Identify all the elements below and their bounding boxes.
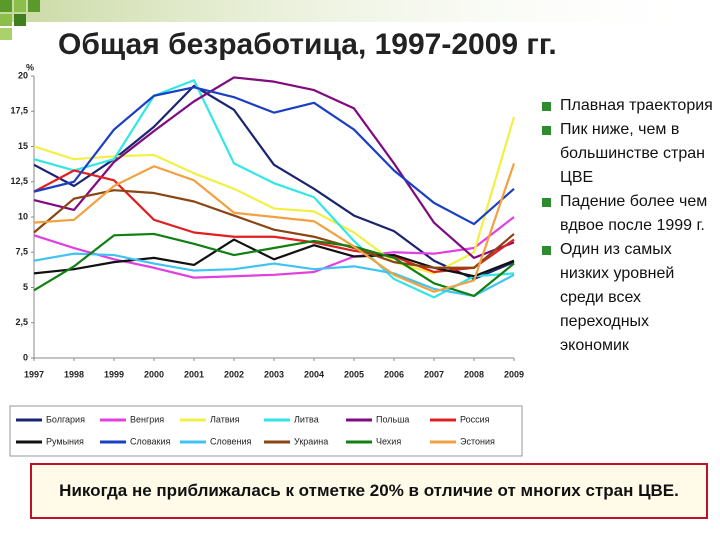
series-line xyxy=(33,116,516,275)
legend-label: Латвия xyxy=(210,414,240,424)
legend-label: Россия xyxy=(460,414,490,424)
x-tick-label: 2006 xyxy=(384,369,404,379)
x-tick-label: 2005 xyxy=(344,369,364,379)
y-tick-label: 20 xyxy=(18,70,28,80)
y-tick-label: 7,5 xyxy=(15,247,28,257)
legend-label: Болгария xyxy=(46,414,85,424)
slide-title: Общая безработица, 1997-2009 гг. xyxy=(58,28,557,61)
x-tick-label: 1997 xyxy=(24,369,44,379)
footer-note: Никогда не приближалась к отметке 20% в … xyxy=(30,463,708,519)
bullet: Один из самых низких уровней среди всех … xyxy=(540,238,716,358)
decoration xyxy=(0,0,40,40)
x-tick-label: 1998 xyxy=(64,369,84,379)
series-line xyxy=(33,232,515,298)
series-line xyxy=(33,79,515,299)
bullet: Пик ниже, чем в большинстве стран ЦВЕ xyxy=(540,118,716,190)
legend-label: Литва xyxy=(294,414,319,424)
y-tick-label: 2,5 xyxy=(15,317,28,327)
x-tick-label: 2008 xyxy=(464,369,484,379)
y-tick-label: 15 xyxy=(18,141,28,151)
series-line xyxy=(33,76,515,259)
x-tick-label: 2007 xyxy=(424,369,444,379)
y-axis-label: % xyxy=(26,62,34,72)
series-line xyxy=(33,86,515,226)
series-line xyxy=(33,216,515,279)
header-band xyxy=(0,0,720,22)
legend-label: Словакия xyxy=(130,436,171,446)
legend-label: Польша xyxy=(376,414,409,424)
x-tick-label: 2001 xyxy=(184,369,204,379)
x-tick-label: 2000 xyxy=(144,369,164,379)
x-tick-label: 2003 xyxy=(264,369,284,379)
legend-label: Венгрия xyxy=(130,414,164,424)
series-line xyxy=(33,169,515,274)
legend-label: Румыния xyxy=(46,436,84,446)
legend-label: Чехия xyxy=(376,436,401,446)
series-line xyxy=(33,163,516,293)
x-tick-label: 1999 xyxy=(104,369,124,379)
series-line xyxy=(33,189,515,269)
legend-label: Словения xyxy=(210,436,252,446)
y-tick-label: 5 xyxy=(23,282,28,292)
bullet-list: Плавная траектория Пик ниже, чем в больши… xyxy=(540,94,716,358)
y-tick-label: 10 xyxy=(18,211,28,221)
x-tick-label: 2004 xyxy=(304,369,324,379)
y-tick-label: 12,5 xyxy=(10,176,28,186)
y-tick-label: 0 xyxy=(23,352,28,362)
y-tick-label: 17,5 xyxy=(10,106,28,116)
legend-label: Украина xyxy=(294,436,328,446)
series-line xyxy=(33,252,515,298)
bullet: Падение более чем вдвое после 1999 г. xyxy=(540,190,716,238)
bullet: Плавная траектория xyxy=(540,94,716,118)
x-tick-label: 2002 xyxy=(224,369,244,379)
legend-label: Эстония xyxy=(460,436,495,446)
x-tick-label: 2009 xyxy=(504,369,524,379)
legend-frame xyxy=(9,405,523,457)
